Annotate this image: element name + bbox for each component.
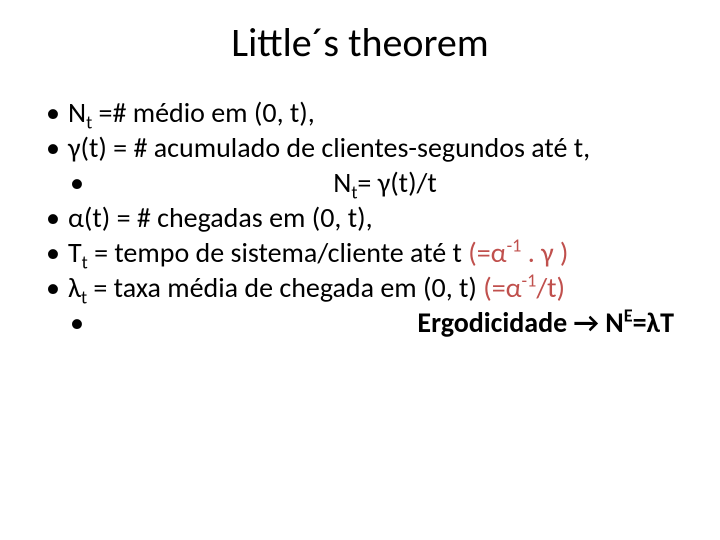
ergodicity-eq: =λT: [633, 305, 674, 340]
bullet-1-text: =# médio em (0, t),: [92, 95, 315, 130]
slide-title: Little´s theorem: [40, 18, 680, 67]
bullet-1-var: N: [68, 95, 86, 130]
bullet-4-var: T: [68, 235, 82, 270]
bullet-2-sub-var: N: [333, 165, 351, 200]
bullet-2-text: γ(t) = # acumulado de clientes-segundos …: [68, 130, 590, 165]
bullet-2-sub: Nt= γ(t)/t: [68, 165, 680, 200]
bullet-4-accent-open: (=α: [468, 235, 506, 270]
bullet-5-accent: (=α-1/t): [483, 270, 565, 305]
bullet-2-sub-rest: = γ(t)/t: [357, 165, 436, 200]
slide-container: Little´s theorem Nt =# médio em (0, t), …: [0, 0, 720, 540]
bullet-1: Nt =# médio em (0, t),: [40, 95, 680, 130]
bullet-4-accent-sup: -1: [507, 235, 522, 257]
bullet-3: α(t) = # chegadas em (0, t),: [40, 200, 680, 235]
bullet-5-accent-sup: -1: [522, 270, 537, 292]
ergodicity-lead: Ergodicidade → N: [417, 305, 623, 340]
bullet-4-accent-tail: . γ ): [521, 235, 568, 270]
bullet-5: λt = taxa média de chegada em (0, t) (=α…: [40, 270, 680, 340]
bullet-5-var: λ: [68, 270, 81, 305]
bullet-4-text: = tempo de sistema/cliente até t: [88, 235, 469, 270]
bullet-5-text: = taxa média de chegada em (0, t): [87, 270, 483, 305]
bullet-4: Tt = tempo de sistema/cliente até t (=α-…: [40, 235, 680, 270]
bullet-5-accent-tail: /t): [536, 270, 565, 305]
bullet-list: Nt =# médio em (0, t), γ(t) = # acumulad…: [40, 95, 680, 340]
bullet-3-text: α(t) = # chegadas em (0, t),: [68, 200, 373, 235]
ergodicity-sup: E: [624, 305, 633, 327]
bullet-2: γ(t) = # acumulado de clientes-segundos …: [40, 130, 680, 200]
bullet-5-accent-open: (=α: [483, 270, 521, 305]
bullet-4-accent: (=α-1 . γ ): [468, 235, 568, 270]
bullet-5-sub-item: Ergodicidade → NE=λT: [68, 305, 680, 340]
